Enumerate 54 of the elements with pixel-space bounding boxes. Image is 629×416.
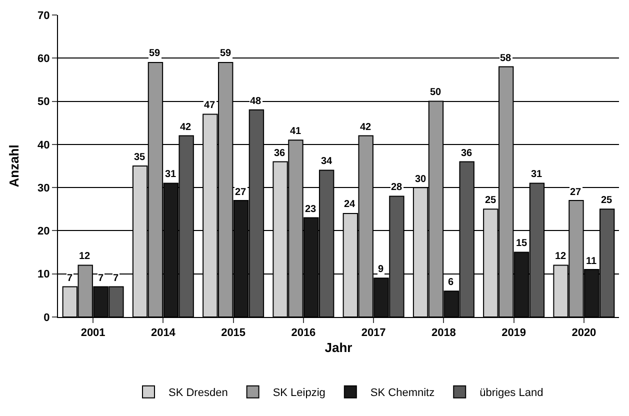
y-tick-label: 20 (38, 226, 50, 238)
data-label: 36 (461, 148, 473, 159)
data-label: 15 (516, 238, 528, 249)
x-tick-label: 2016 (291, 327, 316, 340)
data-label: 25 (601, 195, 613, 206)
data-label: 12 (555, 251, 567, 262)
y-tick-label: 70 (38, 10, 50, 22)
y-tick-label: 0 (44, 312, 50, 324)
x-tick-label: 2014 (150, 327, 176, 340)
data-label: 42 (180, 122, 192, 133)
data-label: 24 (344, 199, 356, 210)
data-label: 41 (290, 126, 302, 137)
data-label: 50 (430, 87, 442, 98)
x-tick-label: 2018 (431, 327, 456, 340)
x-axis-title: Jahr (324, 340, 352, 355)
data-label: 28 (391, 182, 403, 193)
data-label: 25 (485, 195, 497, 206)
data-label: 23 (305, 204, 317, 215)
legend-label: SK Leipzig (272, 387, 326, 400)
data-label: 11 (586, 256, 598, 267)
data-label: 31 (165, 169, 177, 180)
data-label: 7 (98, 273, 104, 284)
data-label: 31 (531, 169, 543, 180)
y-tick-label: 30 (38, 182, 50, 194)
data-label: 59 (220, 48, 232, 59)
x-tick-label: 2019 (502, 327, 526, 340)
x-tick-label: 2020 (572, 327, 596, 340)
legend-label: übriges Land (480, 387, 544, 400)
y-tick-label: 60 (38, 52, 50, 65)
data-label: 7 (67, 273, 73, 284)
x-tick-label: 2015 (221, 327, 246, 340)
data-label: 7 (113, 273, 119, 284)
data-label: 48 (250, 96, 262, 107)
legend-label: SK Dresden (168, 387, 228, 400)
legend-label: SK Chemnitz (370, 387, 435, 400)
data-label: 27 (235, 187, 247, 198)
data-label: 6 (448, 277, 454, 288)
data-label: 58 (500, 53, 512, 64)
data-label: 27 (570, 187, 582, 198)
data-label: 59 (149, 48, 161, 59)
data-label: 34 (321, 156, 333, 167)
y-tick-label: 50 (38, 96, 50, 108)
x-tick-label: 2001 (80, 327, 106, 340)
data-label: 35 (134, 152, 146, 163)
data-label: 12 (79, 251, 91, 262)
y-tick-label: 10 (38, 268, 50, 281)
data-label: 30 (415, 174, 427, 185)
y-axis-title: Anzahl (6, 144, 22, 188)
x-tick-label: 2017 (361, 327, 386, 340)
data-label: 36 (274, 148, 286, 159)
data-label: 42 (360, 122, 372, 133)
y-tick-label: 40 (38, 139, 50, 152)
data-label: 9 (378, 264, 384, 275)
data-label: 47 (204, 100, 216, 111)
